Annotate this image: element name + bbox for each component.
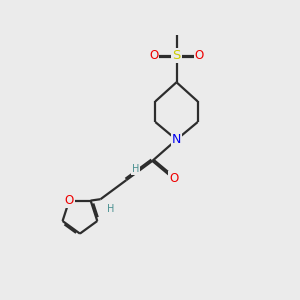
Text: N: N: [172, 133, 181, 146]
Text: O: O: [149, 49, 158, 62]
Text: S: S: [172, 49, 181, 62]
Text: O: O: [169, 172, 178, 185]
Text: O: O: [64, 194, 74, 207]
Text: O: O: [195, 49, 204, 62]
Text: H: H: [132, 164, 139, 174]
Text: H: H: [107, 204, 115, 214]
